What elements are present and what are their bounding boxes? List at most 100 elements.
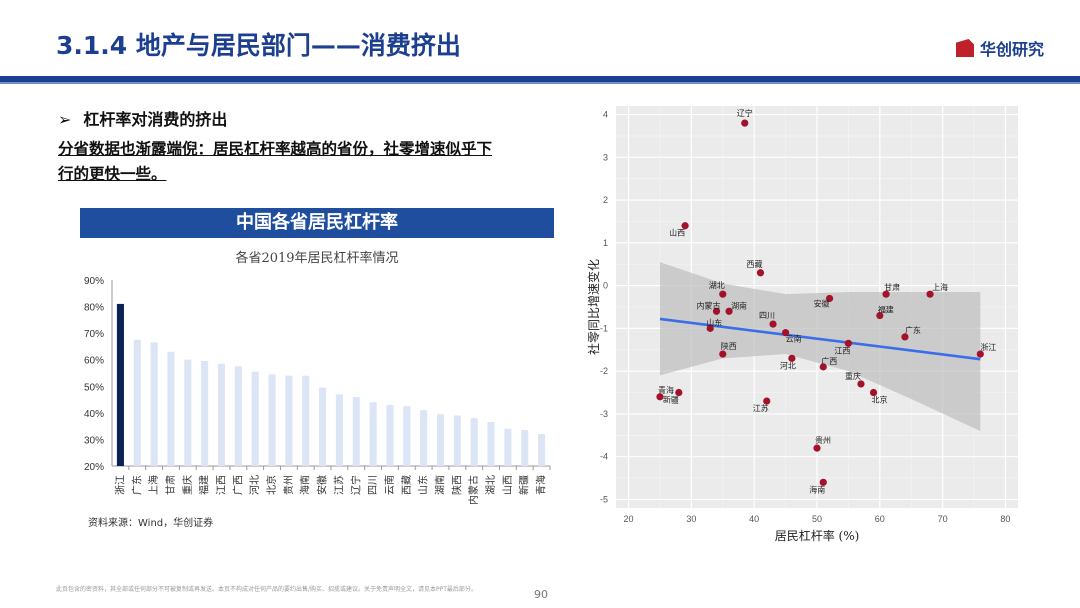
brand-logo-icon bbox=[955, 39, 974, 57]
scatter-y-tick-label: 1 bbox=[603, 238, 608, 248]
scatter-point-label: 浙江 bbox=[980, 342, 996, 352]
bar-category-label: 辽宁 bbox=[349, 475, 362, 495]
scatter-y-tick-label: -4 bbox=[600, 452, 608, 462]
scatter-y-tick-label: -2 bbox=[600, 366, 608, 376]
bar-category-label: 上海 bbox=[147, 475, 160, 495]
scatter-point-label: 山东 bbox=[706, 317, 722, 327]
bar-y-tick-label: 30% bbox=[84, 435, 104, 446]
scatter-point bbox=[712, 307, 721, 315]
scatter-chart: 20 30 40 50 60 70 80 4 3 2 1 0 -1 -2 -3 -4 -5 辽宁山西西藏湖北内蒙古… bbox=[586, 106, 1018, 543]
scatter-point bbox=[756, 269, 765, 277]
scatter-point-label: 河北 bbox=[780, 360, 796, 370]
bar bbox=[386, 404, 394, 466]
bullet-text: 杠杆率对消费的挤出 bbox=[83, 110, 228, 129]
scatter-point-label: 四川 bbox=[759, 311, 775, 320]
footer-disclaimer: 此页包含的密资料，其全部或任何部分不可被复制或再发送。本页不构成对任何产品的要约… bbox=[56, 586, 477, 593]
bar-y-tick-label: 60% bbox=[84, 356, 104, 367]
bar-category-label: 福建 bbox=[198, 475, 211, 495]
scatter-point-label: 广东 bbox=[905, 325, 921, 335]
bar bbox=[436, 414, 445, 466]
brand: 华创研究 bbox=[955, 36, 1044, 60]
scatter-point bbox=[763, 397, 771, 405]
bar bbox=[538, 434, 546, 466]
scatter-point bbox=[681, 222, 689, 230]
bar bbox=[420, 410, 428, 466]
bar bbox=[268, 374, 276, 466]
bar-category-label: 海南 bbox=[299, 475, 312, 495]
scatter-point-label: 广西 bbox=[821, 356, 837, 366]
bar-category-label: 江苏 bbox=[332, 475, 345, 495]
scatter-y-tick-label: -5 bbox=[600, 494, 608, 504]
bar bbox=[150, 342, 158, 466]
scatter-point-label: 湖南 bbox=[731, 300, 747, 310]
arrow-bullet-icon: ➢ bbox=[58, 110, 72, 129]
scatter-x-tick-label: 80 bbox=[1000, 514, 1010, 524]
bar bbox=[470, 418, 478, 466]
scatter-point bbox=[706, 324, 714, 332]
scatter-x-tick-label: 30 bbox=[686, 514, 696, 524]
bar-category-label: 陕西 bbox=[450, 475, 463, 495]
bar-y-tick-label: 80% bbox=[84, 303, 104, 314]
scatter-point-label: 上海 bbox=[932, 282, 948, 292]
bar-category-label: 北京 bbox=[265, 475, 278, 495]
bar-chart: 20% 30% 40% 50% 60% 70% 80% 90% 浙江 广东 上海 甘肃 重庆 福建 江西 广西… bbox=[84, 276, 551, 505]
scatter-x-tick-label: 20 bbox=[624, 514, 634, 524]
bar-category-label: 重庆 bbox=[181, 475, 194, 495]
bar-category-label: 湖南 bbox=[434, 475, 447, 495]
scatter-x-tick-label: 60 bbox=[875, 514, 885, 524]
bar-y-tick-label: 40% bbox=[84, 409, 104, 420]
bar bbox=[521, 430, 529, 466]
scatter-point-label: 北京 bbox=[872, 395, 888, 405]
bar-category-label: 青海 bbox=[535, 475, 548, 495]
bar-category-label: 江西 bbox=[216, 475, 228, 495]
bar-category-label: 山东 bbox=[417, 475, 430, 495]
bar-category-label: 湖北 bbox=[485, 475, 497, 495]
scatter-point bbox=[819, 363, 827, 371]
bar-category-label: 山西 bbox=[502, 475, 514, 495]
bar-category-label: 内蒙古 bbox=[467, 475, 480, 505]
scatter-point bbox=[781, 329, 790, 337]
header-rule-accent bbox=[0, 82, 1080, 84]
bar-y-tick-label: 50% bbox=[84, 382, 104, 393]
scatter-point-label: 湖北 bbox=[709, 281, 725, 290]
bar bbox=[116, 303, 124, 466]
scatter-point-label: 贵州 bbox=[815, 435, 831, 445]
bar-category-label: 四川 bbox=[368, 475, 379, 495]
scatter-point-label: 福建 bbox=[878, 305, 894, 315]
bar-y-tick-label: 70% bbox=[84, 329, 104, 340]
bar-category-label: 西藏 bbox=[401, 475, 413, 495]
scatter-point bbox=[788, 354, 796, 362]
bar-category-label: 广东 bbox=[130, 475, 143, 495]
header-rule bbox=[0, 76, 1080, 82]
bar bbox=[184, 359, 192, 466]
bar bbox=[167, 351, 175, 466]
scatter-y-tick-label: -1 bbox=[600, 323, 608, 333]
scatter-x-tick-label: 50 bbox=[812, 514, 822, 524]
scatter-point bbox=[857, 380, 865, 388]
scatter-y-tick-label: 4 bbox=[603, 110, 608, 120]
bar bbox=[201, 361, 209, 466]
bar-y-tick-label: 90% bbox=[84, 276, 104, 287]
scatter-point bbox=[725, 307, 733, 315]
bar bbox=[319, 387, 327, 466]
bar-category-label: 贵州 bbox=[282, 475, 295, 495]
scatter-point-label: 重庆 bbox=[845, 371, 861, 381]
bar bbox=[369, 402, 377, 466]
bar-category-label: 甘肃 bbox=[164, 475, 177, 495]
bar bbox=[403, 406, 411, 466]
scatter-point bbox=[976, 350, 984, 358]
scatter-point bbox=[819, 478, 827, 486]
bar-chart-subtitle: 各省2019年居民杠杆率情况 bbox=[235, 251, 399, 266]
scatter-point bbox=[876, 311, 884, 320]
scatter-point-label: 山西 bbox=[669, 228, 685, 238]
scatter-point bbox=[741, 119, 749, 127]
section-bullet: ➢ 杠杆率对消费的挤出 bbox=[58, 106, 227, 130]
scatter-point-label: 辽宁 bbox=[737, 108, 753, 118]
scatter-point bbox=[813, 444, 821, 452]
scatter-point-label: 陕西 bbox=[721, 341, 737, 351]
bar bbox=[504, 428, 512, 466]
bar-y-tick-label: 20% bbox=[84, 462, 104, 473]
scatter-point bbox=[719, 290, 727, 298]
bar bbox=[352, 396, 360, 466]
scatter-x-axis-title: 居民杠杆率 (%) bbox=[775, 528, 860, 543]
